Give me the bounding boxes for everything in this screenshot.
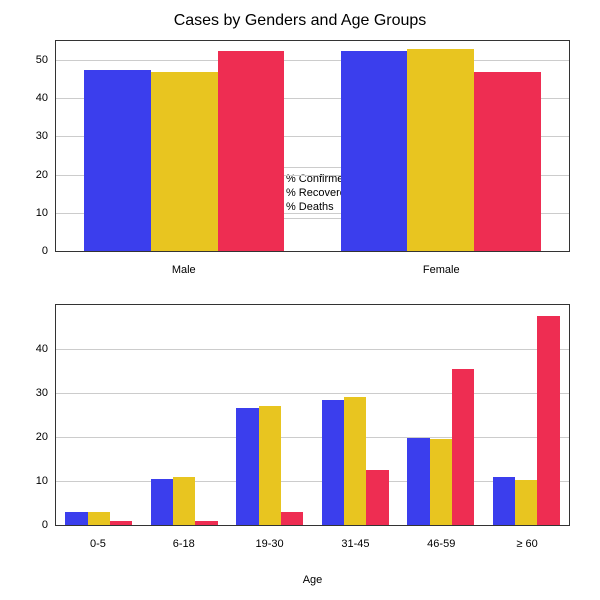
panels-container: % Confirmed% Recovered% Deaths 010203040… <box>0 34 600 600</box>
bar-deaths <box>452 369 474 525</box>
bar-deaths <box>110 521 132 525</box>
bar-deaths <box>281 512 303 525</box>
ytick-label: 0 <box>20 519 56 531</box>
xtick-label: 46-59 <box>427 532 455 550</box>
gridline <box>56 349 569 350</box>
xtick-label: 19-30 <box>256 532 284 550</box>
bar-confirmed <box>84 70 151 251</box>
ytick-label: 40 <box>20 343 56 355</box>
ytick-label: 0 <box>20 245 56 257</box>
gridline <box>56 60 569 61</box>
bar-confirmed <box>322 400 344 525</box>
ytick-label: 10 <box>20 475 56 487</box>
ytick-label: 40 <box>20 92 56 104</box>
bar-recovered <box>173 477 195 525</box>
bar-deaths <box>218 51 285 251</box>
bar-deaths <box>537 316 559 525</box>
ytick-label: 10 <box>20 207 56 219</box>
bar-recovered <box>259 406 281 525</box>
bar-confirmed <box>151 479 173 525</box>
bar-recovered <box>88 512 110 525</box>
bar-confirmed <box>493 477 515 525</box>
xtick-label: 31-45 <box>341 532 369 550</box>
gridline <box>56 437 569 438</box>
gridline <box>56 393 569 394</box>
ytick-label: 50 <box>20 54 56 66</box>
bar-confirmed <box>407 438 429 525</box>
bar-confirmed <box>341 51 408 251</box>
bar-confirmed <box>65 512 87 525</box>
bar-recovered <box>407 49 474 251</box>
ytick-label: 30 <box>20 387 56 399</box>
xtick-label: 0-5 <box>90 532 106 550</box>
bar-confirmed <box>236 408 258 525</box>
bar-deaths <box>195 521 217 525</box>
bar-deaths <box>366 470 388 525</box>
gender-panel: % Confirmed% Recovered% Deaths 010203040… <box>55 40 570 252</box>
age-xticks-row: 0-5 6-18 19-30 31-45 46-59 ≥ 60 <box>55 532 570 552</box>
bar-recovered <box>430 439 452 525</box>
gender-xticks-row: Male Female <box>55 258 570 276</box>
bar-recovered <box>151 72 218 251</box>
figure-title: Cases by Genders and Age Groups <box>0 0 600 34</box>
bar-recovered <box>515 480 537 525</box>
bar-deaths <box>474 72 541 251</box>
ytick-label: 30 <box>20 130 56 142</box>
xtick-label: ≥ 60 <box>516 532 537 550</box>
xtick-label: Female <box>423 258 460 276</box>
age-x-axis-label: Age <box>55 552 570 586</box>
xtick-label: Male <box>172 258 196 276</box>
legend-label: % Deaths <box>286 201 334 213</box>
xtick-label: 6-18 <box>173 532 195 550</box>
bar-recovered <box>344 397 366 525</box>
age-panel: 010203040 <box>55 304 570 526</box>
ytick-label: 20 <box>20 431 56 443</box>
ytick-label: 20 <box>20 169 56 181</box>
